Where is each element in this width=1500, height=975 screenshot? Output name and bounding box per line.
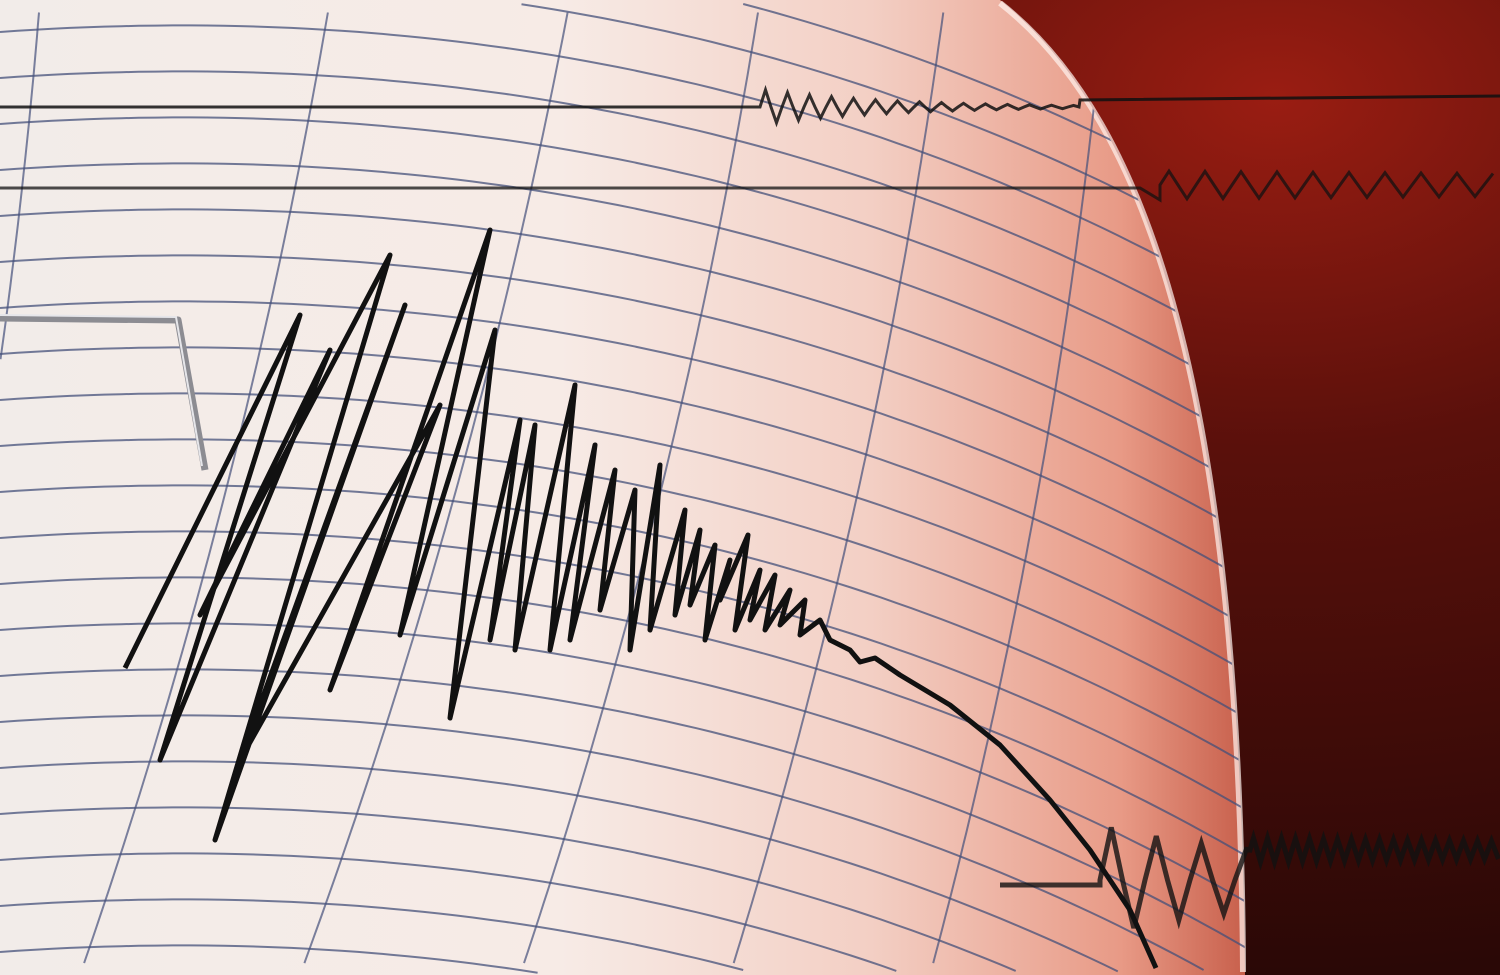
grid-vertical-line bbox=[303, 12, 569, 964]
grid-horizontal-line bbox=[0, 576, 1245, 865]
paper-drum bbox=[0, 0, 1245, 975]
grid-horizontal-line bbox=[0, 438, 1245, 727]
main-seismic-trace bbox=[122, 227, 1159, 970]
grid-horizontal-line bbox=[0, 714, 1205, 971]
grid-horizontal-line bbox=[0, 760, 1119, 973]
grid-vertical-line bbox=[83, 12, 329, 964]
stylus-arm bbox=[0, 314, 209, 471]
grid-horizontal-line bbox=[0, 898, 744, 971]
stylus-highlight bbox=[0, 314, 203, 467]
grid-horizontal-line bbox=[0, 24, 1245, 313]
grid-horizontal-line bbox=[0, 392, 1245, 681]
grid-horizontal-line bbox=[0, 346, 1245, 635]
grid-horizontal-line bbox=[0, 668, 1245, 957]
grid-horizontal-line bbox=[0, 484, 1245, 773]
grid-horizontal-line bbox=[0, 70, 1245, 359]
grid-horizontal-line bbox=[0, 944, 538, 974]
grid-horizontal-line bbox=[0, 208, 1245, 497]
grid-vertical-line bbox=[932, 12, 1105, 964]
drum-edge bbox=[998, 0, 1246, 973]
grid-horizontal-line bbox=[0, 852, 897, 972]
grid-horizontal-line bbox=[0, 116, 1245, 405]
grid-horizontal-line bbox=[0, 254, 1245, 543]
grid-vertical-line bbox=[732, 12, 945, 964]
seismic-traces bbox=[0, 84, 1500, 970]
grid-horizontal-line bbox=[0, 162, 1245, 451]
grid-horizontal-line bbox=[0, 806, 1017, 972]
grid-horizontal-line bbox=[0, 622, 1245, 911]
second-trace bbox=[0, 168, 1495, 203]
bottom-trace bbox=[1000, 826, 1500, 930]
top-trace bbox=[0, 84, 1500, 128]
grid-horizontal-line bbox=[0, 300, 1245, 589]
